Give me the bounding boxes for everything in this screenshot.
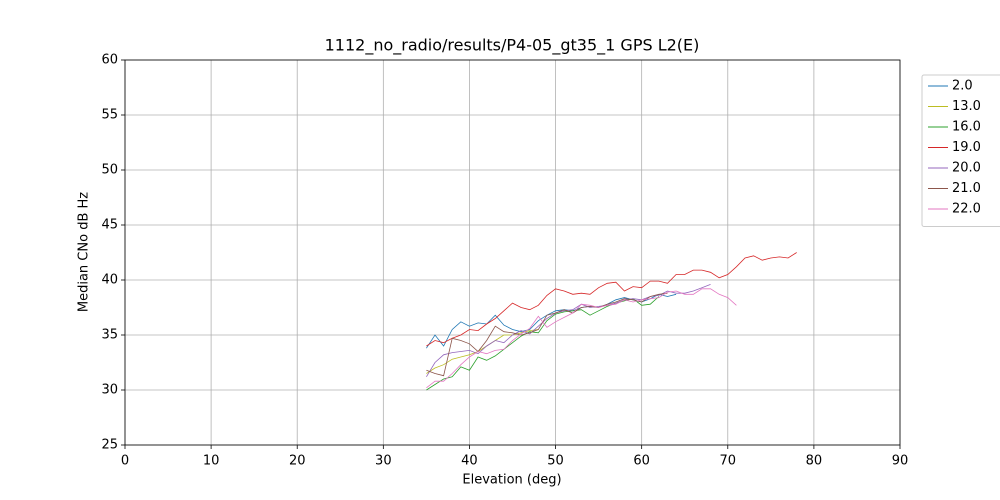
series-line (426, 288, 737, 389)
legend-label: 19.0 (952, 140, 981, 155)
series-line (426, 252, 797, 347)
x-tick-label: 60 (633, 454, 650, 469)
legend-label: 22.0 (952, 202, 981, 217)
legend-label: 21.0 (952, 181, 981, 196)
legend-label: 2.0 (952, 79, 973, 94)
x-tick-label: 70 (720, 454, 737, 469)
legend-label: 20.0 (952, 161, 981, 176)
y-tick-label: 55 (101, 108, 118, 123)
legend-label: 16.0 (952, 120, 981, 135)
plot-frame (124, 59, 901, 446)
x-tick-label: 50 (547, 454, 564, 469)
x-tick-label: 10 (203, 454, 220, 469)
y-tick-label: 50 (101, 163, 118, 178)
x-tick-label: 0 (121, 454, 129, 469)
x-tick-label: 40 (461, 454, 478, 469)
y-tick-label: 60 (101, 53, 118, 68)
series-line (426, 292, 668, 377)
series-line (426, 284, 711, 378)
y-tick-label: 30 (101, 383, 118, 398)
y-tick-label: 35 (101, 328, 118, 343)
y-tick-label: 45 (101, 218, 118, 233)
y-tick-label: 40 (101, 273, 118, 288)
x-tick-label: 90 (892, 454, 909, 469)
x-tick-label: 80 (806, 454, 823, 469)
y-tick-label: 25 (101, 438, 118, 453)
x-tick-label: 30 (375, 454, 392, 469)
series-line (426, 329, 539, 374)
legend-label: 13.0 (952, 99, 981, 114)
y-axis-label: Median CNo dB Hz (77, 192, 92, 312)
chart-title: 1112_no_radio/results/P4-05_gt35_1 GPS L… (325, 36, 700, 56)
x-axis-label: Elevation (deg) (462, 473, 561, 488)
x-tick-label: 20 (289, 454, 306, 469)
